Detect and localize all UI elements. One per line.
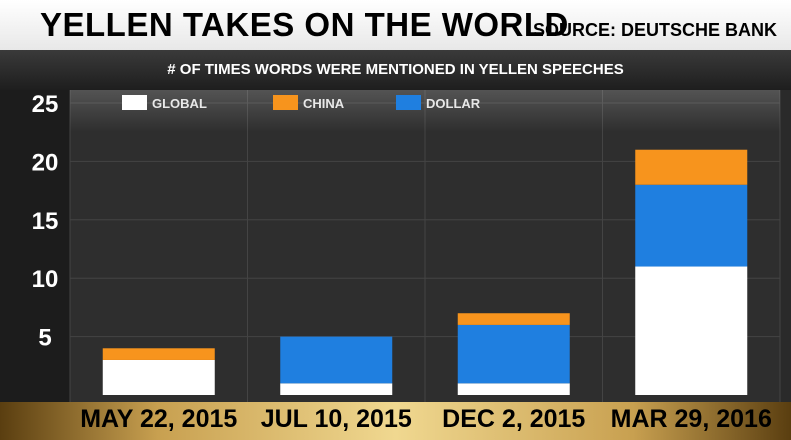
bar-global: [635, 266, 748, 395]
y-tick-label: 25: [32, 91, 59, 118]
bar-china: [635, 149, 748, 185]
legend-label-china: CHINA: [303, 96, 345, 111]
chart-subtitle: # OF TIMES WORDS WERE MENTIONED IN YELLE…: [167, 61, 624, 78]
bar-global: [280, 383, 393, 395]
y-axis-gutter: [0, 90, 70, 403]
bar-dollar: [635, 184, 748, 267]
page-title: YELLEN TAKES ON THE WORLD: [40, 6, 569, 43]
y-tick-label: 15: [32, 208, 59, 235]
legend-label-dollar: DOLLAR: [426, 96, 481, 111]
legend-label-global: GLOBAL: [152, 96, 207, 111]
bar-china: [102, 348, 215, 360]
y-tick-label: 10: [32, 266, 59, 293]
subtitle-bar: [0, 50, 791, 90]
bar-china: [457, 313, 570, 325]
header-bar: YELLEN TAKES ON THE WORLD SOURCE: DEUTSC…: [0, 0, 791, 50]
bar-global: [102, 359, 215, 395]
bar-dollar: [457, 324, 570, 384]
bar-global: [457, 383, 570, 395]
source-label: SOURCE: DEUTSCHE BANK: [532, 20, 777, 40]
x-axis-band: [0, 402, 791, 440]
x-tick-label: MAY 22, 2015: [80, 405, 238, 433]
legend-swatch-china: [273, 95, 298, 110]
y-tick-label: 20: [32, 149, 59, 176]
y-tick-label: 5: [38, 325, 51, 352]
x-tick-label: JUL 10, 2015: [260, 405, 412, 433]
bar-dollar: [280, 336, 393, 384]
x-tick-label: DEC 2, 2015: [442, 405, 586, 433]
gloss-overlay: [70, 90, 780, 132]
x-tick-label: MAR 29, 2016: [610, 405, 772, 433]
legend-swatch-dollar: [396, 95, 421, 110]
legend-swatch-global: [122, 95, 147, 110]
